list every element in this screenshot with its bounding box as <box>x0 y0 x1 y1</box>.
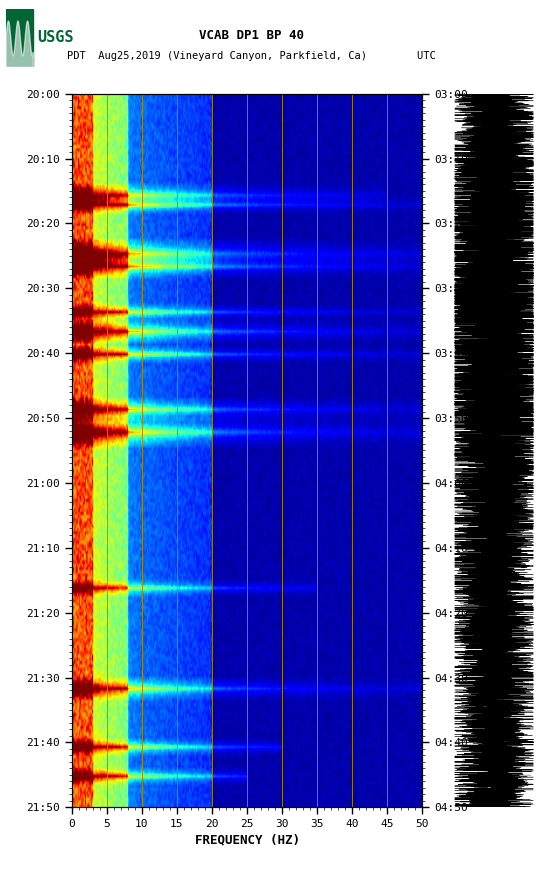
Text: PDT  Aug25,2019 (Vineyard Canyon, Parkfield, Ca)        UTC: PDT Aug25,2019 (Vineyard Canyon, Parkfie… <box>67 51 436 62</box>
X-axis label: FREQUENCY (HZ): FREQUENCY (HZ) <box>194 833 300 847</box>
Text: VCAB DP1 BP 40: VCAB DP1 BP 40 <box>199 29 304 42</box>
Text: USGS: USGS <box>37 30 73 45</box>
Bar <box>6 9 33 67</box>
